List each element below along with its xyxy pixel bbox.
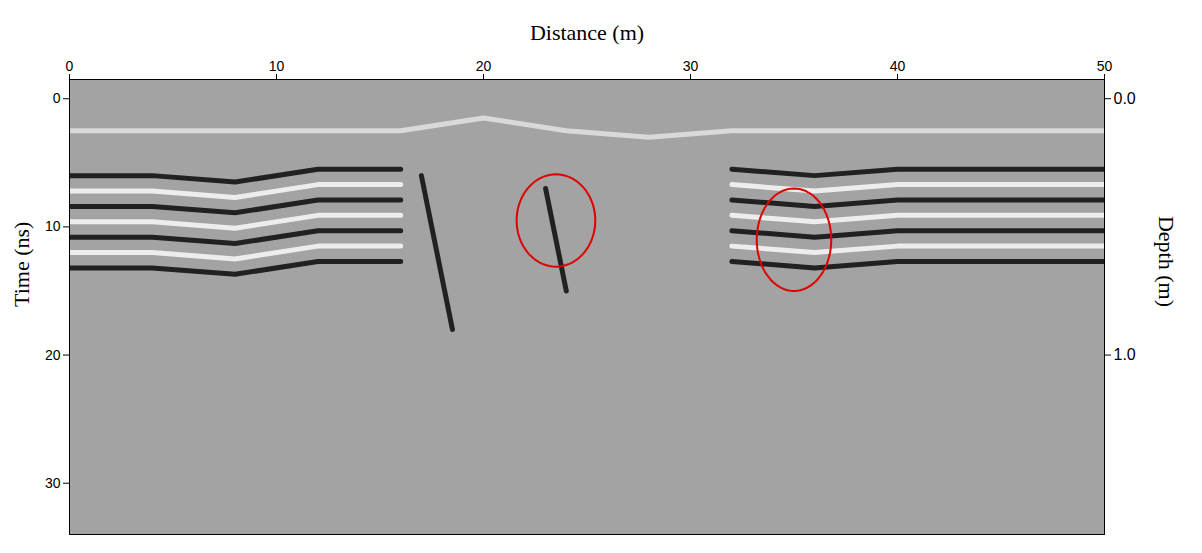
svg-text:10: 10: [45, 218, 61, 234]
svg-text:Depth (m): Depth (m): [1154, 216, 1179, 307]
svg-text:0.0: 0.0: [1114, 90, 1136, 107]
svg-text:40: 40: [890, 58, 906, 74]
svg-text:20: 20: [45, 347, 61, 363]
svg-text:30: 30: [45, 475, 61, 491]
svg-text:20: 20: [476, 58, 492, 74]
svg-text:Distance (m): Distance (m): [530, 20, 644, 45]
svg-text:0: 0: [53, 90, 61, 106]
svg-text:0: 0: [66, 58, 74, 74]
svg-text:30: 30: [683, 58, 699, 74]
svg-text:50: 50: [1097, 58, 1113, 74]
svg-text:Time (ns): Time (ns): [9, 222, 34, 307]
svg-text:10: 10: [269, 58, 285, 74]
svg-text:1.0: 1.0: [1114, 346, 1136, 363]
